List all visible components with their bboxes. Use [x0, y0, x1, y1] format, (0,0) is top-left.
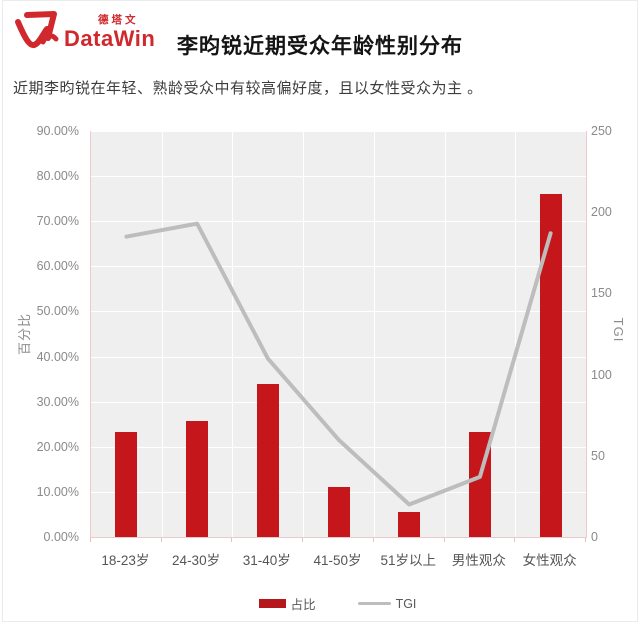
bar-18-23岁: [115, 431, 138, 537]
y-tick-left: 90.00%: [36, 124, 79, 138]
y-axis-title-right: TGI: [611, 317, 626, 343]
legend-item-share: 占比: [258, 594, 316, 613]
gridline-horizontal: [91, 266, 586, 268]
gridline-vertical: [161, 131, 163, 537]
gridline-vertical: [303, 131, 305, 537]
y-tick-left: 60.00%: [36, 259, 79, 274]
x-tick-mark: [90, 538, 91, 542]
x-tick-mark: [443, 538, 445, 542]
y-tick-left: 10.00%: [36, 484, 79, 499]
gridline-vertical: [444, 131, 446, 537]
gridline-horizontal: [91, 311, 586, 313]
y-tick-right: 100: [591, 367, 612, 382]
gridline-horizontal: [91, 131, 586, 132]
legend-item-tgi: TGI: [357, 596, 417, 611]
page-title: 李昀锐近期受众年龄性别分布: [177, 35, 463, 58]
line-series-swatch: [357, 602, 391, 605]
x-tick-mark: [514, 538, 516, 542]
bar-41-50岁: [327, 487, 350, 537]
y-tick-left: 40.00%: [36, 349, 79, 364]
gridline-vertical: [515, 131, 517, 537]
x-label-2: 24-30岁: [172, 553, 221, 568]
x-label-5: 51岁以上: [380, 553, 436, 568]
legend-label-tgi: TGI: [395, 596, 417, 611]
datawin-logo-text: 德塔文 DataWin: [64, 12, 155, 52]
chart-subtitle: 近期李昀锐在年轻、熟龄受众中有较高偏好度，且以女性受众为主 。: [13, 80, 483, 97]
bar-女性观众: [539, 194, 562, 537]
x-tick-mark: [231, 538, 233, 542]
y-tick-left: 30.00%: [36, 394, 79, 409]
chart-legend: 占比 TGI: [90, 594, 585, 613]
y-tick-right: 200: [591, 205, 612, 220]
y-tick-right: 0: [591, 530, 598, 544]
y-tick-left: 0.00%: [43, 530, 79, 544]
x-label-1: 18-23岁: [101, 553, 150, 568]
x-tick-mark: [372, 538, 374, 542]
gridline-horizontal: [91, 356, 586, 358]
x-label-3: 31-40岁: [242, 553, 291, 568]
bar-24-30岁: [186, 420, 209, 537]
gridline-vertical: [232, 131, 234, 537]
y-tick-left: 70.00%: [36, 214, 79, 229]
y-tick-right: 150: [591, 286, 612, 301]
logo-english-name: DataWin: [64, 26, 156, 51]
logo-chinese-name: 德塔文: [98, 14, 139, 26]
y-tick-right: 250: [591, 124, 612, 138]
gridline-vertical: [373, 131, 375, 537]
legend-label-share: 占比: [290, 598, 316, 612]
gridline-horizontal: [91, 401, 586, 403]
x-tick-mark: [302, 538, 304, 542]
y-tick-left: 20.00%: [36, 439, 79, 454]
y-tick-left: 50.00%: [36, 304, 79, 319]
datawin-logo: 德塔文 DataWin: [12, 8, 155, 54]
y-axis-title-left: 百分比: [17, 313, 32, 356]
bar-series-swatch: [258, 599, 286, 608]
x-tick-mark: [160, 538, 162, 542]
datawin-logo-icon: [15, 11, 59, 48]
plot-area: [90, 131, 587, 538]
gridline-horizontal: [91, 221, 586, 223]
bar-51岁以上: [398, 512, 421, 537]
gridline-horizontal: [91, 176, 586, 178]
bar-31-40岁: [256, 383, 279, 537]
x-label-6: 男性观众: [451, 553, 506, 568]
x-tick-mark: [585, 538, 586, 542]
y-tick-left: 80.00%: [36, 169, 79, 184]
gridline-horizontal: [91, 446, 586, 448]
y-tick-right: 50: [591, 448, 605, 463]
tgi-line-series: [124, 221, 553, 507]
x-label-4: 41-50岁: [313, 553, 362, 568]
x-label-7: 女性观众: [522, 553, 577, 568]
